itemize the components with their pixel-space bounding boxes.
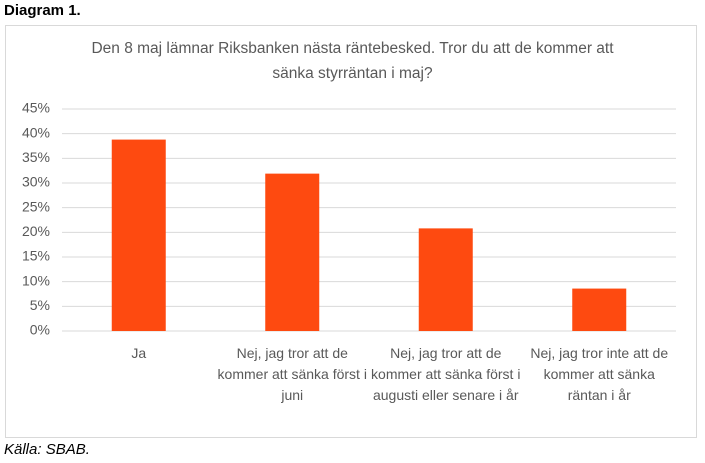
y-tick-label: 30%: [22, 174, 50, 190]
bar: [265, 173, 320, 331]
y-tick-label: 5%: [30, 297, 50, 313]
x-tick-label: Nej, jag tror att de kommer att sänka fö…: [217, 345, 367, 403]
chart-frame: [5, 25, 697, 438]
bar: [572, 288, 627, 331]
y-tick-label: 15%: [22, 248, 50, 264]
y-tick-label: 20%: [22, 223, 50, 239]
x-tick-label: Nej, jag tror inte att de kommer att sän…: [530, 345, 669, 403]
y-tick-label: 10%: [22, 272, 50, 288]
header: Diagram 1.: [4, 2, 81, 19]
bar: [111, 139, 166, 331]
y-tick-label: 25%: [22, 198, 50, 214]
chart-title: Den 8 maj lämnar Riksbanken nästa ränteb…: [91, 40, 614, 82]
y-tick-label: 0%: [30, 322, 50, 338]
bar: [418, 228, 473, 331]
x-tick-label: Ja: [131, 345, 147, 361]
x-tick-label: Nej, jag tror att de kommer att sänka fö…: [371, 345, 521, 403]
source: Källa: SBAB.: [4, 441, 90, 458]
y-tick-label: 40%: [22, 124, 50, 140]
y-tick-label: 45%: [22, 100, 50, 116]
y-tick-label: 35%: [22, 149, 50, 165]
